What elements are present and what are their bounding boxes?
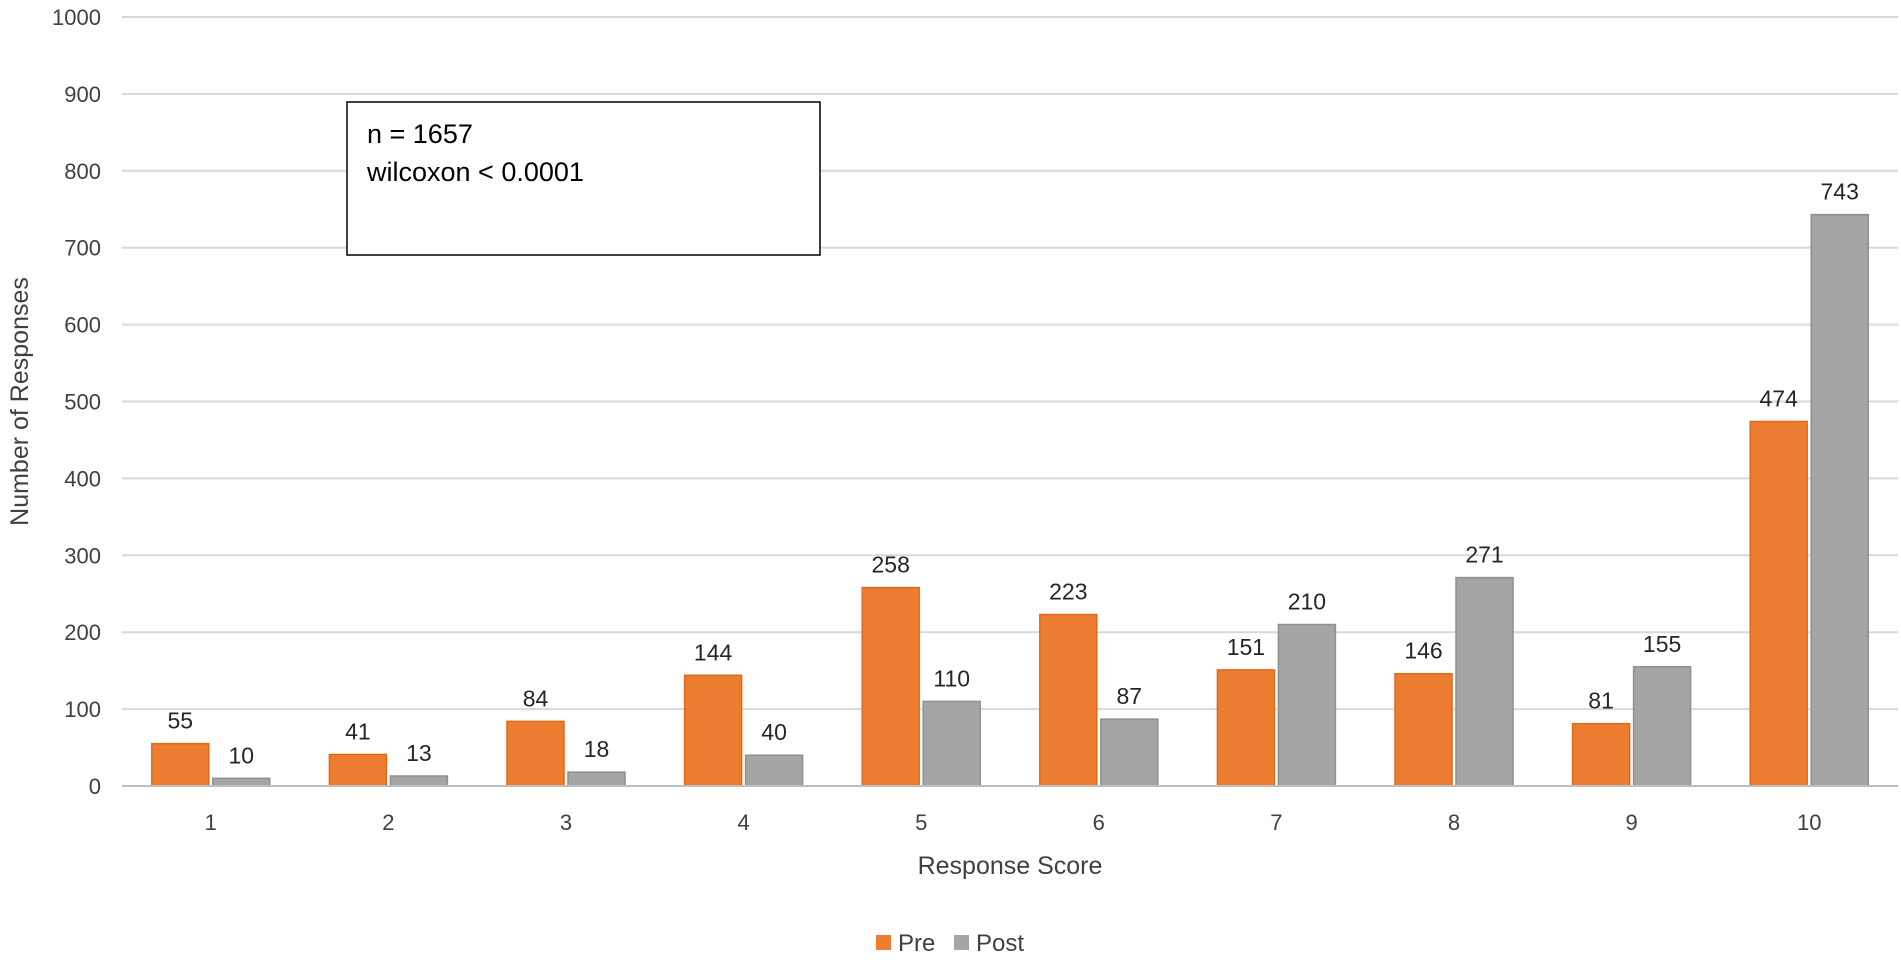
x-tick-label: 10 — [1797, 810, 1821, 835]
data-label-pre: 258 — [872, 552, 910, 578]
x-tick-label: 6 — [1093, 810, 1105, 835]
bar-post — [389, 775, 449, 787]
data-label-pre: 84 — [523, 685, 549, 711]
x-tick-label: 3 — [560, 810, 572, 835]
data-label-post: 18 — [584, 736, 610, 762]
bar-post — [567, 771, 626, 787]
data-label-post: 743 — [1821, 179, 1859, 205]
bar-pre — [1571, 722, 1631, 787]
x-tick-label: 2 — [382, 810, 394, 835]
bar-pre — [1039, 613, 1098, 787]
data-label-pre: 151 — [1227, 634, 1265, 660]
y-tick-label: 500 — [64, 390, 101, 415]
bar-post — [744, 754, 804, 787]
y-tick-label: 300 — [64, 543, 101, 568]
bar-post — [1632, 666, 1692, 787]
data-label-pre: 474 — [1760, 385, 1799, 411]
y-tick-label: 400 — [64, 466, 101, 491]
y-tick-label: 100 — [64, 697, 101, 722]
y-axis-title: Number of Responses — [6, 277, 34, 526]
bar-post — [1810, 213, 1869, 787]
data-label-post: 10 — [229, 742, 255, 768]
data-label-pre: 81 — [1588, 688, 1614, 714]
data-label-pre: 146 — [1404, 638, 1442, 664]
annotation-border — [346, 101, 821, 256]
data-label-post: 13 — [406, 740, 432, 766]
bar-pre — [1216, 669, 1276, 787]
data-label-pre: 223 — [1049, 579, 1087, 605]
x-tick-label: 7 — [1270, 810, 1282, 835]
y-axis-ticks: 0 100 200 300 400 500 600 700 800 900 1000 — [52, 5, 101, 799]
x-tick-label: 5 — [915, 810, 927, 835]
data-label-post: 110 — [933, 665, 970, 691]
y-tick-label: 0 — [89, 774, 101, 799]
data-label-post: 210 — [1288, 589, 1326, 615]
bar-pre — [506, 720, 565, 787]
x-tick-label: 1 — [205, 810, 217, 835]
bar-pre — [151, 742, 210, 787]
legend-label-pre: Pre — [898, 930, 935, 957]
x-axis-ticks: 1 2 3 4 5 6 7 8 9 10 — [205, 810, 1822, 835]
y-tick-label: 200 — [64, 620, 101, 645]
bar-pre — [861, 586, 920, 787]
bar-post — [1455, 576, 1514, 787]
bar-post — [1277, 623, 1337, 787]
data-label-post: 87 — [1117, 683, 1143, 709]
legend: Pre Post — [876, 930, 1024, 957]
y-tick-label: 900 — [64, 82, 101, 107]
bar-pre — [1394, 672, 1453, 787]
legend-label-post: Post — [976, 930, 1024, 957]
x-tick-label: 9 — [1625, 810, 1637, 835]
data-label-pre: 144 — [694, 639, 733, 665]
legend-swatch-post — [954, 935, 969, 950]
bar-post — [1100, 718, 1159, 787]
bars — [151, 213, 1869, 787]
data-label-post: 40 — [761, 719, 787, 745]
y-tick-label: 600 — [64, 313, 101, 338]
y-tick-label: 1000 — [52, 5, 101, 30]
legend-swatch-pre — [876, 935, 891, 950]
y-tick-label: 700 — [64, 236, 101, 261]
stats-annotation-box: n = 1657 wilcoxon < 0.0001 — [346, 101, 821, 256]
data-label-post: 271 — [1465, 542, 1503, 568]
x-tick-label: 4 — [737, 810, 749, 835]
y-tick-label: 800 — [64, 159, 101, 184]
bar-pre — [683, 674, 743, 787]
data-label-post: 155 — [1643, 631, 1681, 657]
bar-post — [212, 777, 271, 787]
data-labels: 55 10 41 13 84 18 144 40 258 110 223 87 151 210 146 271… — [168, 179, 1859, 769]
annotation-n: n = 1657 — [367, 119, 473, 149]
data-label-pre: 55 — [168, 708, 194, 734]
bar-post — [922, 700, 981, 787]
bar-pre — [1749, 420, 1808, 787]
x-tick-label: 8 — [1448, 810, 1460, 835]
x-axis-title: Response Score — [918, 852, 1103, 880]
annotation-wilcoxon: wilcoxon < 0.0001 — [366, 157, 584, 187]
data-label-pre: 41 — [345, 718, 371, 744]
bar-pre — [328, 753, 388, 787]
